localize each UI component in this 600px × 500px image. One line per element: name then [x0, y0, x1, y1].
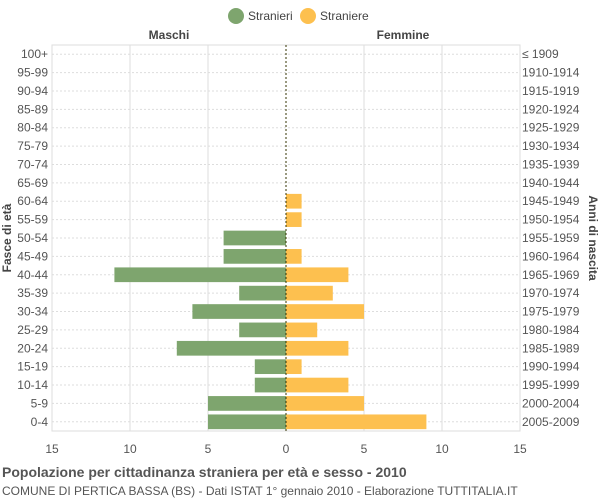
- population-pyramid-chart: 15 10 5 0 5 10 15 100+ ≤ 1909 95-99 1910-1914 90-94…: [0, 8, 600, 456]
- birth-year-label: 1930-1934: [522, 139, 580, 153]
- age-group-label: 35-39: [17, 286, 48, 300]
- age-group-label: 10-14: [17, 378, 48, 392]
- y-axis-title-left: Fasce di età: [0, 203, 14, 272]
- female-bar: [286, 359, 302, 375]
- birth-year-label: 1925-1929: [522, 121, 580, 135]
- birth-year-label: 1960-1964: [522, 249, 580, 263]
- female-bar: [286, 340, 349, 356]
- legend: Stranieri Straniere: [228, 8, 369, 24]
- birth-year-label: 1920-1924: [522, 102, 580, 116]
- labels-layer: 15 10 5 0 5 10 15 100+ ≤ 1909 95-99 1910-1914 90-94…: [0, 28, 600, 456]
- birth-year-label: 1975-1979: [522, 305, 580, 319]
- age-group-label: 85-89: [17, 102, 48, 116]
- x-tick-label: 15: [513, 442, 527, 456]
- female-bar: [286, 193, 302, 209]
- birth-year-label: 1935-1939: [522, 157, 580, 171]
- female-bar: [286, 322, 318, 338]
- female-bar: [286, 414, 427, 430]
- age-group-label: 75-79: [17, 139, 48, 153]
- male-bar: [208, 414, 286, 430]
- x-tick-label: 0: [283, 442, 290, 456]
- age-group-label: 70-74: [17, 157, 48, 171]
- age-group-label: 15-19: [17, 360, 48, 374]
- birth-year-label: 1980-1984: [522, 323, 580, 337]
- chart-footer-subtitle: COMUNE DI PERTICA BASSA (BS) - Dati ISTA…: [2, 484, 518, 498]
- birth-year-label: 1985-1989: [522, 341, 580, 355]
- x-tick-label: 5: [361, 442, 368, 456]
- x-tick-label: 15: [45, 442, 59, 456]
- male-bar: [223, 249, 286, 264]
- male-bar: [208, 396, 286, 411]
- age-group-label: 100+: [21, 47, 48, 61]
- age-group-label: 30-34: [17, 305, 48, 319]
- age-group-label: 50-54: [17, 231, 48, 245]
- birth-year-label: 1965-1969: [522, 268, 580, 282]
- birth-year-label: 1915-1919: [522, 84, 580, 98]
- female-bar: [286, 212, 302, 227]
- x-tick-label: 10: [123, 442, 137, 456]
- male-bar: [176, 340, 286, 356]
- age-group-label: 0-4: [31, 415, 49, 429]
- birth-year-label: 1995-1999: [522, 378, 580, 392]
- female-bar: [286, 396, 364, 411]
- male-bar: [254, 377, 286, 393]
- age-group-label: 20-24: [17, 341, 48, 355]
- age-group-label: 95-99: [17, 66, 48, 80]
- birth-year-label: 1970-1974: [522, 286, 580, 300]
- x-tick-label: 5: [205, 442, 212, 456]
- age-group-label: 55-59: [17, 213, 48, 227]
- legend-label: Stranieri: [248, 9, 293, 23]
- birth-year-label: 2000-2004: [522, 396, 580, 410]
- female-bar: [286, 249, 302, 264]
- legend-label: Straniere: [320, 9, 369, 23]
- legend-marker: [228, 8, 244, 24]
- age-group-label: 45-49: [17, 249, 48, 263]
- maschi-label: Maschi: [149, 28, 190, 42]
- female-bar: [286, 285, 333, 301]
- age-group-label: 60-64: [17, 194, 48, 208]
- male-bar: [254, 359, 286, 375]
- birth-year-label: 1950-1954: [522, 213, 580, 227]
- birth-year-label: 1945-1949: [522, 194, 580, 208]
- bars-layer: [114, 45, 427, 431]
- age-group-label: 65-69: [17, 176, 48, 190]
- birth-year-label: 1910-1914: [522, 66, 580, 80]
- age-group-label: 40-44: [17, 268, 48, 282]
- chart-footer-title: Popolazione per cittadinanza straniera p…: [2, 464, 407, 480]
- age-group-label: 5-9: [31, 396, 49, 410]
- y-axis-title-right: Anni di nascita: [586, 195, 600, 281]
- male-bar: [192, 304, 286, 319]
- femmine-label: Femmine: [377, 28, 430, 42]
- birth-year-label: ≤ 1909: [522, 47, 559, 61]
- male-bar: [239, 285, 286, 301]
- male-bar: [114, 267, 287, 283]
- x-tick-label: 10: [435, 442, 449, 456]
- birth-year-label: 1990-1994: [522, 360, 580, 374]
- female-bar: [286, 267, 349, 283]
- birth-year-label: 1955-1959: [522, 231, 580, 245]
- age-group-label: 25-29: [17, 323, 48, 337]
- birth-year-label: 1940-1944: [522, 176, 580, 190]
- birth-year-label: 2005-2009: [522, 415, 580, 429]
- age-group-label: 90-94: [17, 84, 48, 98]
- legend-marker: [300, 8, 316, 24]
- age-group-label: 80-84: [17, 121, 48, 135]
- male-bar: [239, 322, 286, 338]
- male-bar: [223, 230, 286, 246]
- female-bar: [286, 377, 349, 393]
- female-bar: [286, 304, 364, 319]
